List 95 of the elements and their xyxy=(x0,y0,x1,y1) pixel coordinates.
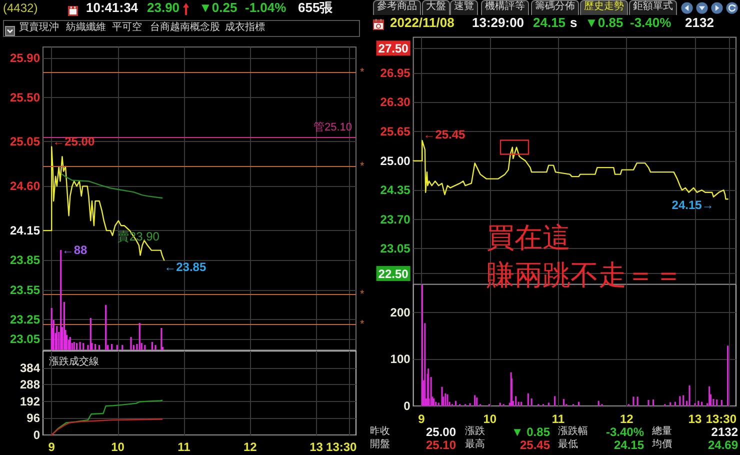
y-tick-label: 23.70 xyxy=(380,212,411,226)
y-tick-label: 100 xyxy=(390,352,411,366)
ref-line-label: 管25.10 xyxy=(313,121,352,134)
x-tick-label: 10 xyxy=(111,440,125,454)
text: 24.15 xyxy=(533,15,566,30)
text: -3.40% xyxy=(630,15,672,30)
text: 25.00 xyxy=(426,424,456,439)
y-tick-label: 24.60 xyxy=(10,179,40,194)
ref-line-label: * xyxy=(360,288,365,301)
y-tick-label: 26.30 xyxy=(380,95,411,110)
text: 開盤 xyxy=(370,438,390,450)
x-tick-label: 13:30 xyxy=(706,412,737,426)
y-tick-label: 25.50 xyxy=(10,90,40,104)
annotation: ←23.85 xyxy=(164,260,206,274)
y-tick-label: 23.55 xyxy=(10,282,40,297)
y-tick-label: 25.00 xyxy=(380,154,411,168)
text: 655張 xyxy=(298,0,333,16)
line-series xyxy=(51,418,163,436)
text: 均價 xyxy=(652,438,672,450)
text: 2132 xyxy=(711,424,738,439)
y-tick-label: 96 xyxy=(26,411,40,426)
text: ▼ 0.85 xyxy=(511,424,550,439)
text: -3.40% xyxy=(606,424,644,439)
annotation: ←88 xyxy=(62,243,88,257)
text: 24.69 xyxy=(708,438,738,452)
text: (4432) xyxy=(3,0,38,15)
text: 漲跌 xyxy=(465,426,485,438)
text: 籌碼分佈 xyxy=(531,0,579,14)
x-tick-label: 12 xyxy=(243,440,258,454)
text: 24.15 xyxy=(614,438,644,452)
text: 23.90 xyxy=(147,0,180,16)
y-tick-label: 0 xyxy=(404,399,411,413)
text: 最高 xyxy=(465,438,485,450)
y-tick-label: 25.65 xyxy=(380,124,411,139)
text: 總量 xyxy=(652,426,672,438)
annotation: ←25.45 xyxy=(423,128,466,142)
line-series xyxy=(412,140,728,200)
text: ▼0.25 xyxy=(199,0,238,16)
ref-line-label: * xyxy=(360,66,365,79)
text: ▼0.85 xyxy=(585,15,624,30)
y-tick-label: 22.50 xyxy=(378,266,409,281)
text: 2132 xyxy=(685,15,714,30)
text: 歷史走勢 xyxy=(580,0,628,14)
x-tick-label: 13 xyxy=(688,412,702,426)
text: 參考商品 xyxy=(373,0,421,14)
y-tick-label: 24.35 xyxy=(380,183,411,198)
y-tick-label: 23.25 xyxy=(10,312,40,326)
x-tick-label: 11 xyxy=(178,440,191,454)
y-tick-label: 25.05 xyxy=(10,134,40,149)
x-tick-label: 13 xyxy=(310,440,324,454)
text: 25.45 xyxy=(520,438,550,452)
y-tick-label: 23.05 xyxy=(10,332,40,346)
text: 最低 xyxy=(558,438,578,450)
x-tick-label: 11 xyxy=(552,412,565,426)
text: 漲跌幅 xyxy=(558,426,588,438)
text: -1.04% xyxy=(245,0,286,16)
text: 機構評等 xyxy=(481,0,529,14)
y-tick-label: 23.05 xyxy=(380,242,411,256)
y-tick-label: 288 xyxy=(20,378,40,392)
text: 紡織纖維 xyxy=(66,22,106,34)
annotation: 賺兩跳不走＝＝ xyxy=(486,260,683,290)
text: 漲跌成交線 xyxy=(49,356,99,368)
line-series xyxy=(62,174,163,199)
y-tick-label: 24.15 xyxy=(10,224,40,238)
x-tick-label: 10 xyxy=(483,412,497,426)
ref-line-label: * xyxy=(360,318,365,330)
text: 13:29:00 xyxy=(472,15,524,30)
y-tick-label: 25.90 xyxy=(10,50,40,65)
y-tick-label: 0 xyxy=(33,428,40,442)
annotation: 24.15→ xyxy=(672,198,714,212)
text: 成衣指標 xyxy=(225,22,265,34)
x-tick-label: 9 xyxy=(48,440,56,454)
ref-line-label: * xyxy=(360,160,365,172)
annotation: 買在這 xyxy=(486,222,570,253)
text: 速覽 xyxy=(450,0,478,14)
text: 10:41:34 xyxy=(86,0,138,16)
text: 25.10 xyxy=(426,438,456,452)
text: 台商越南概念股 xyxy=(150,22,220,34)
text: 大盤 xyxy=(422,0,450,14)
y-tick-label: 384 xyxy=(20,360,40,375)
y-tick-label: 27.50 xyxy=(378,42,409,56)
annotation: ←25.00 xyxy=(52,134,95,149)
text: 鉅額單式 xyxy=(629,0,677,14)
y-tick-label: 26.95 xyxy=(380,66,411,80)
text: 買賣現沖 xyxy=(19,22,59,34)
text: s xyxy=(570,15,578,30)
y-tick-label: 23.85 xyxy=(10,253,40,268)
text: 平可空 xyxy=(112,22,142,34)
text: 2022/11/08 xyxy=(390,15,454,30)
x-tick-label: 13:30 xyxy=(326,440,358,454)
x-tick-label: 12 xyxy=(620,412,634,426)
y-tick-label: 200 xyxy=(390,305,411,320)
y-tick-label: 192 xyxy=(20,394,40,408)
x-tick-label: 9 xyxy=(418,412,426,426)
text: 昨收 xyxy=(370,426,390,438)
